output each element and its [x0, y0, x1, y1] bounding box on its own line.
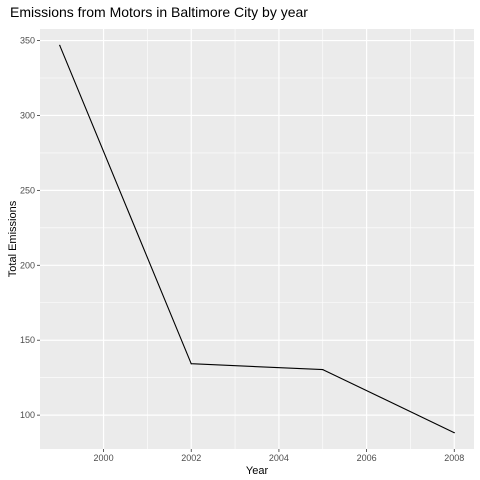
chart-title: Emissions from Motors in Baltimore City … [10, 4, 308, 20]
x-tick-label: 2008 [444, 453, 464, 463]
y-tick-label: 350 [20, 36, 35, 46]
series-line [59, 45, 455, 434]
x-tick-label: 2006 [357, 453, 377, 463]
data-point [59, 44, 61, 46]
x-axis-title: Year [246, 465, 269, 477]
data-point [453, 432, 455, 434]
x-axis: 2000 2002 2004 2006 2008 [94, 449, 464, 463]
y-axis-title: Total Emissions [7, 200, 19, 277]
minor-gridlines [40, 29, 474, 449]
y-tick-label: 100 [20, 410, 35, 420]
y-tick-label: 200 [20, 260, 35, 270]
plot-panel [40, 29, 474, 449]
major-gridlines [40, 29, 474, 449]
series-layer [59, 44, 455, 434]
x-tick-label: 2002 [181, 453, 201, 463]
data-point [322, 368, 324, 371]
y-tick-label: 300 [20, 110, 35, 120]
x-tick-label: 2000 [94, 453, 114, 463]
y-axis: 100 150 200 250 300 350 [20, 36, 40, 420]
data-point [190, 363, 192, 365]
x-tick-label: 2004 [269, 453, 289, 463]
y-tick-label: 150 [20, 335, 35, 345]
y-tick-label: 250 [20, 185, 35, 195]
